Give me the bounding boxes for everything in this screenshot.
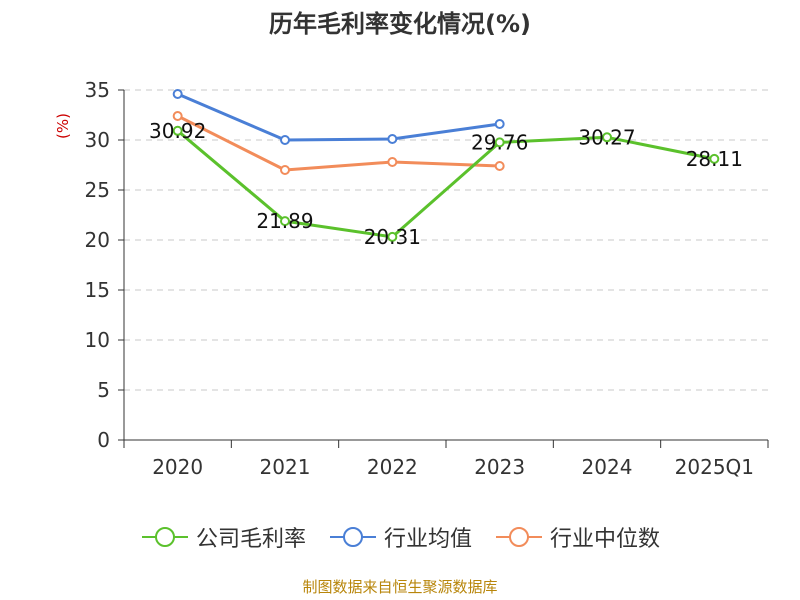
axes: 0 5 10 15 20 25 30 35 2020 2021 2022 2023 2024 2025Q1 xyxy=(85,78,769,479)
y-tick-label: 10 xyxy=(85,328,110,352)
data-label: 21.89 xyxy=(256,209,313,233)
data-label: 20.31 xyxy=(364,225,421,249)
grid-lines xyxy=(124,89,768,391)
series-line xyxy=(176,129,715,239)
data-point xyxy=(172,125,183,136)
legend-item[interactable]: 行业均值 xyxy=(328,521,472,553)
data-point xyxy=(387,231,398,242)
y-tick-label: 20 xyxy=(85,228,110,252)
series-group xyxy=(172,89,720,242)
data-point xyxy=(172,89,183,99)
x-tick-label: 2025Q1 xyxy=(675,455,754,479)
legend-label: 公司毛利率 xyxy=(195,527,306,552)
legend: 公司毛利率 行业均值 行业中位数 xyxy=(0,517,800,557)
data-label: 29.76 xyxy=(471,130,528,154)
series-line xyxy=(177,92,500,142)
legend-marker-icon xyxy=(141,527,188,547)
legend-item[interactable]: 公司毛利率 xyxy=(140,521,306,553)
y-tick-label: 30 xyxy=(85,128,110,152)
legend-marker-icon xyxy=(496,527,542,547)
x-tick-label: 2024 xyxy=(582,455,633,479)
data-point xyxy=(602,132,612,143)
y-tick-label: 0 xyxy=(97,428,110,452)
data-label: 30.27 xyxy=(578,125,635,149)
data-point xyxy=(387,157,398,167)
data-point xyxy=(494,137,505,148)
y-tick-label: 15 xyxy=(85,278,110,302)
data-point xyxy=(280,165,290,175)
y-tick-label: 35 xyxy=(85,78,110,102)
legend-label: 行业均值 xyxy=(383,527,472,552)
y-tick-label: 5 xyxy=(97,378,110,402)
x-tick-label: 2022 xyxy=(367,455,418,479)
y-tick-label: 25 xyxy=(85,178,110,202)
x-tick-label: 2021 xyxy=(260,455,311,479)
data-point xyxy=(280,135,290,145)
x-tick-label: 2020 xyxy=(152,455,203,479)
data-labels: 30.92 21.89 20.31 29.76 30.27 28.11 xyxy=(149,119,743,249)
data-point xyxy=(494,119,505,129)
legend-marker-icon xyxy=(329,527,376,547)
chart-title: 历年毛利率变化情况(%) xyxy=(269,10,531,38)
data-label: 28.11 xyxy=(686,147,743,171)
data-point xyxy=(494,161,505,171)
data-point xyxy=(387,134,398,144)
data-point xyxy=(709,153,720,164)
data-point xyxy=(280,216,290,227)
x-tick-label: 2023 xyxy=(474,455,525,479)
series-line xyxy=(176,114,500,172)
data-label: 30.92 xyxy=(149,119,206,143)
legend-item[interactable]: 行业中位数 xyxy=(494,521,660,553)
source-note: 制图数据来自恒生聚源数据库 xyxy=(302,578,498,596)
data-point xyxy=(172,111,183,121)
legend-label: 行业中位数 xyxy=(550,527,661,552)
